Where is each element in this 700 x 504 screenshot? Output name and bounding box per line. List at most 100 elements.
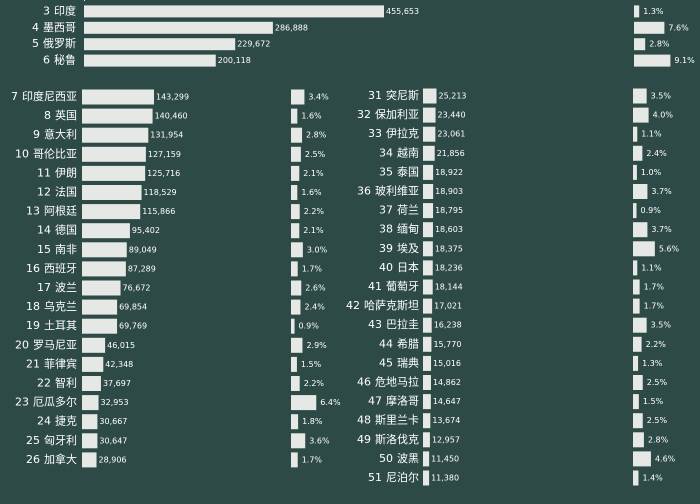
percent-bar [291, 376, 300, 391]
percent-label: 2.2% [304, 379, 325, 388]
percent-label: 1.4% [642, 474, 663, 483]
percent-label: 1.5% [643, 397, 664, 406]
category-label: 39 埃及 [379, 241, 419, 255]
percent-bar [633, 355, 639, 371]
percent-bar [633, 451, 651, 467]
percent-label: 1.7% [302, 264, 323, 273]
rank-number: 24 [37, 415, 51, 428]
country-name: 印度尼西亚 [22, 89, 77, 103]
percent-label: 4.0% [653, 111, 674, 120]
category-label: 3 印度 [43, 3, 76, 17]
percent-bar [291, 185, 298, 200]
value-label: 30,647 [99, 436, 127, 445]
value-label: 23,061 [437, 130, 465, 139]
rank-number: 36 [357, 185, 371, 198]
rank-number: 35 [379, 165, 393, 178]
category-label: 13 阿根廷 [26, 204, 77, 218]
rank-number: 44 [379, 337, 393, 350]
value-label: 14,647 [433, 397, 461, 406]
country-name: 西班牙 [44, 262, 77, 275]
value-bar [423, 126, 436, 142]
value-label: 18,903 [435, 187, 463, 196]
value-bar [423, 432, 430, 448]
value-label: 200,118 [218, 56, 251, 65]
percent-label: 1.6% [301, 188, 322, 197]
rank-number: 25 [26, 434, 40, 447]
country-name: 土耳其 [44, 319, 77, 332]
percent-label: 2.9% [306, 341, 327, 350]
percent-bar [633, 279, 640, 295]
percent-bar [633, 394, 639, 410]
value-label: 12,957 [432, 435, 460, 444]
country-name: 哥伦比亚 [33, 146, 77, 160]
category-label: 21 菲律宾 [26, 356, 77, 370]
percent-label: 3.6% [309, 436, 330, 445]
percent-label: 2.1% [303, 169, 324, 178]
value-bar [423, 203, 434, 219]
percent-bar [291, 452, 298, 468]
country-name: 突尼斯 [386, 88, 419, 102]
value-bar [82, 108, 153, 124]
category-label: 10 哥伦比亚 [15, 146, 77, 160]
percent-bar [291, 318, 295, 334]
value-bar [423, 107, 436, 123]
value-bar [82, 433, 98, 449]
value-label: 18,375 [435, 244, 463, 253]
value-bar [82, 204, 141, 220]
category-label: 7 印度尼西亚 [11, 89, 77, 103]
category-label: 16 西班牙 [26, 262, 77, 275]
value-bar [423, 145, 435, 161]
value-label: 32,953 [101, 398, 129, 407]
value-label: 140,460 [155, 112, 188, 121]
percent-label: 0.9% [641, 206, 662, 215]
rank-number: 39 [379, 242, 393, 255]
category-label: 35 泰国 [379, 164, 419, 178]
country-name: 波兰 [55, 281, 77, 294]
percent-bar [291, 108, 298, 124]
rank-number: 14 [37, 224, 51, 237]
value-label: 30,667 [99, 417, 127, 426]
country-name: 瑞典 [397, 355, 419, 369]
value-label: 127,159 [148, 150, 181, 159]
rank-number: 5 [32, 37, 39, 50]
category-label: 23 厄瓜多尔 [15, 395, 77, 409]
country-name: 摩洛哥 [386, 394, 419, 408]
category-label: 24 捷克 [37, 414, 77, 428]
category-label: 47 摩洛哥 [368, 394, 419, 408]
percent-bar [633, 413, 643, 429]
percent-label: 2.6% [305, 284, 326, 293]
value-bar [423, 336, 432, 352]
rank-number: 43 [368, 318, 382, 331]
percent-bar [633, 164, 637, 180]
percent-label: 1.6% [301, 112, 322, 121]
percent-label: 6.4% [320, 398, 341, 407]
category-label: 51 尼泊尔 [368, 471, 419, 484]
percent-label: 2.4% [304, 303, 325, 312]
percent-bar [291, 356, 297, 372]
value-bar [423, 298, 433, 314]
value-bar [82, 280, 121, 296]
percent-label: 1.0% [641, 168, 662, 177]
category-label: 12 法国 [37, 185, 77, 199]
country-name: 泰国 [397, 164, 419, 178]
category-label: 20 罗马尼亚 [15, 338, 77, 351]
percent-label: 2.2% [646, 340, 667, 349]
category-label: 33 伊拉克 [368, 126, 419, 140]
category-label: 18 乌克兰 [26, 299, 77, 313]
percent-label: 2.2% [304, 207, 325, 216]
category-label: 34 越南 [379, 145, 419, 159]
value-label: 23,440 [438, 111, 466, 120]
rank-number: 42 [346, 299, 360, 312]
percent-label: 0.9% [299, 322, 320, 331]
country-name: 南非 [55, 243, 77, 256]
value-label: 76,672 [123, 284, 151, 293]
percent-label: 1.8% [302, 417, 323, 426]
percent-label: 9.1% [674, 56, 695, 65]
value-bar [82, 146, 146, 162]
value-label: 131,954 [150, 131, 183, 140]
rank-number: 41 [368, 280, 382, 293]
rank-number: 8 [44, 109, 51, 122]
value-label: 18,236 [435, 263, 463, 272]
category-label: 37 荷兰 [379, 204, 419, 217]
country-name: 玻利维亚 [375, 185, 419, 198]
